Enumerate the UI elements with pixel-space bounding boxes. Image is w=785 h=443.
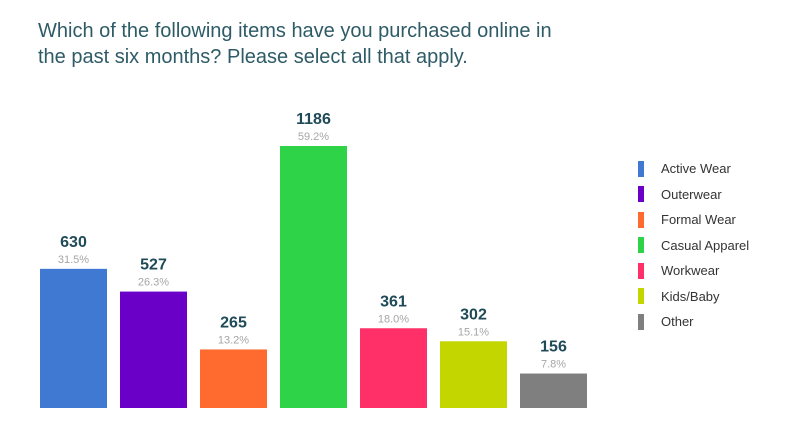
value-label-casual-apparel: 1186: [296, 111, 331, 128]
chart-legend: Active Wear Outerwear Formal Wear Casual Ap…: [638, 156, 749, 335]
legend-swatch: [638, 186, 644, 203]
chart-title: Which of the following items have you pu…: [38, 18, 638, 70]
legend-label: Active Wear: [661, 161, 731, 177]
legend-label: Workwear: [661, 263, 720, 279]
legend-item-casual-apparel: Casual Apparel: [638, 233, 749, 259]
percent-label-active-wear: 31.5%: [58, 254, 89, 266]
legend-item-kids-baby: Kids/Baby: [638, 284, 749, 310]
legend-swatch: [638, 237, 644, 254]
legend-swatch: [638, 313, 644, 330]
bar-kids-baby: [440, 341, 507, 408]
percent-label-kids-baby: 15.1%: [458, 326, 489, 338]
value-label-kids-baby: 302: [460, 306, 487, 323]
percent-label-casual-apparel: 59.2%: [298, 131, 329, 143]
legend-item-outerwear: Outerwear: [638, 182, 749, 208]
bar-formal-wear: [200, 349, 267, 408]
legend-swatch: [638, 211, 644, 228]
bar-chart: 630 31.5% 527 26.3% 265 13.2% 1186 59.2% 361 18.0…: [40, 111, 587, 408]
legend-swatch: [638, 288, 644, 305]
legend-label: Outerwear: [661, 186, 722, 202]
legend-swatch: [638, 262, 644, 279]
legend-item-formal-wear: Formal Wear: [638, 207, 749, 233]
value-label-formal-wear: 265: [220, 314, 247, 331]
percent-label-other: 7.8%: [541, 359, 566, 371]
value-label-active-wear: 630: [60, 234, 87, 251]
legend-label: Kids/Baby: [661, 288, 720, 304]
chart-title-line-2: the past six months? Please select all t…: [38, 46, 468, 68]
bar-outerwear: [120, 291, 187, 408]
value-label-outerwear: 527: [140, 257, 167, 274]
bar-casual-apparel: [280, 146, 347, 408]
legend-label: Formal Wear: [661, 212, 736, 228]
percent-label-outerwear: 26.3%: [138, 277, 169, 289]
chart-title-line-1: Which of the following items have you pu…: [38, 20, 552, 42]
legend-label: Casual Apparel: [661, 237, 750, 253]
legend-item-active-wear: Active Wear: [638, 156, 749, 182]
value-label-other: 156: [540, 339, 567, 356]
bar-active-wear: [40, 268, 107, 408]
value-label-workwear: 361: [380, 293, 407, 310]
bar-workwear: [360, 328, 427, 408]
legend-swatch: [638, 160, 644, 177]
legend-item-other: Other: [638, 309, 749, 335]
legend-label: Other: [661, 314, 694, 330]
percent-label-workwear: 18.0%: [378, 313, 409, 325]
percent-label-formal-wear: 13.2%: [218, 334, 249, 346]
legend-item-workwear: Workwear: [638, 258, 749, 284]
bar-other: [520, 373, 587, 408]
